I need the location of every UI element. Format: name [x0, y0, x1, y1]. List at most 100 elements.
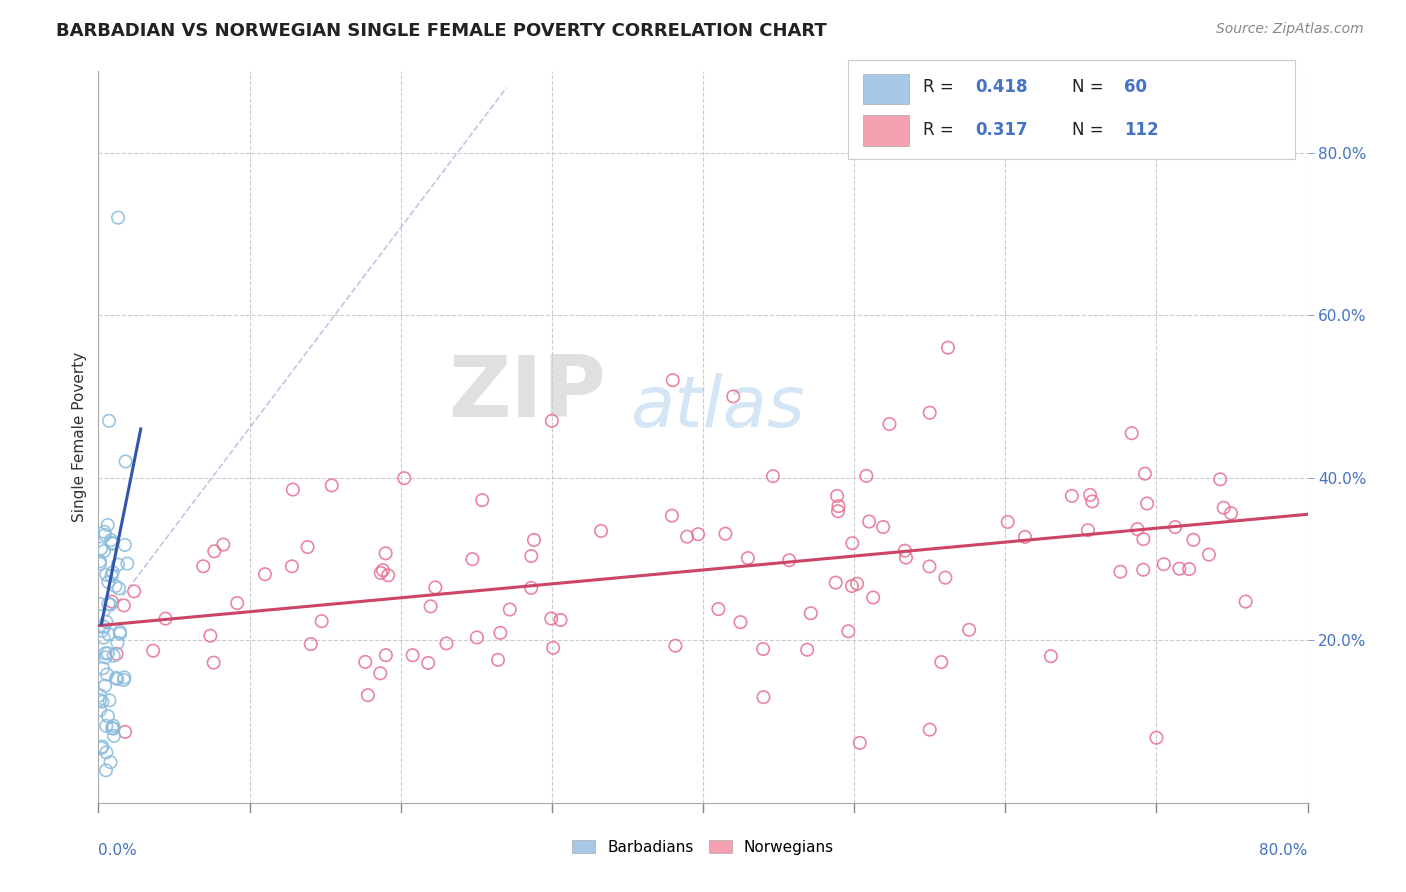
- Point: [108, 582, 131, 596]
- Point: [1164, 520, 1187, 534]
- Point: [894, 543, 917, 558]
- Point: [541, 640, 564, 655]
- Point: [281, 483, 304, 497]
- Point: [401, 648, 423, 663]
- Text: 112: 112: [1123, 121, 1159, 139]
- Point: [103, 719, 125, 733]
- Point: [486, 653, 509, 667]
- Point: [107, 558, 129, 572]
- Point: [662, 373, 685, 387]
- Point: [370, 566, 392, 580]
- Bar: [863, 73, 908, 104]
- Point: [520, 549, 543, 563]
- Text: N =: N =: [1071, 78, 1109, 96]
- Point: [91, 695, 114, 709]
- Point: [934, 571, 956, 585]
- Point: [1209, 472, 1232, 486]
- Point: [97, 575, 120, 590]
- Point: [100, 533, 122, 548]
- Point: [368, 666, 391, 681]
- Point: [499, 602, 522, 616]
- Point: [93, 631, 115, 645]
- Point: [89, 693, 111, 707]
- Point: [1234, 594, 1257, 608]
- Point: [103, 648, 125, 663]
- Point: [117, 557, 139, 571]
- Point: [730, 615, 752, 629]
- Point: [723, 389, 745, 403]
- Point: [1136, 496, 1159, 510]
- Point: [100, 569, 122, 583]
- Point: [918, 559, 941, 574]
- Legend: Barbadians, Norwegians: Barbadians, Norwegians: [565, 834, 841, 861]
- Point: [97, 709, 120, 723]
- Point: [1081, 494, 1104, 508]
- Point: [1168, 562, 1191, 576]
- Point: [827, 504, 849, 518]
- Point: [103, 729, 125, 743]
- Point: [661, 508, 683, 523]
- Point: [101, 566, 124, 580]
- Point: [93, 544, 115, 558]
- Text: 0.0%: 0.0%: [98, 843, 138, 858]
- Point: [96, 615, 118, 629]
- Point: [94, 650, 117, 665]
- Bar: [863, 115, 908, 146]
- Point: [707, 602, 730, 616]
- Point: [100, 755, 122, 769]
- Point: [1182, 533, 1205, 547]
- Point: [122, 584, 145, 599]
- Point: [97, 518, 120, 533]
- Point: [858, 515, 880, 529]
- Point: [94, 764, 117, 778]
- Point: [1133, 467, 1156, 481]
- Point: [465, 631, 488, 645]
- Point: [855, 468, 877, 483]
- Point: [100, 598, 122, 612]
- Point: [112, 670, 135, 684]
- Point: [862, 591, 884, 605]
- Text: N =: N =: [1071, 121, 1109, 139]
- Point: [523, 533, 546, 547]
- Point: [714, 526, 737, 541]
- Point: [1109, 565, 1132, 579]
- Point: [664, 639, 686, 653]
- Point: [471, 493, 494, 508]
- Text: Source: ZipAtlas.com: Source: ZipAtlas.com: [1216, 22, 1364, 37]
- Point: [108, 624, 131, 639]
- Point: [97, 597, 120, 611]
- Point: [226, 596, 249, 610]
- Point: [425, 581, 447, 595]
- Point: [392, 471, 415, 485]
- Point: [93, 620, 115, 634]
- Point: [101, 594, 124, 608]
- Point: [114, 454, 136, 468]
- Text: 0.418: 0.418: [976, 78, 1028, 96]
- Point: [101, 536, 124, 550]
- Point: [94, 679, 117, 693]
- Point: [114, 724, 136, 739]
- Point: [872, 520, 894, 534]
- Point: [107, 636, 129, 650]
- Text: atlas: atlas: [630, 374, 806, 442]
- Point: [1212, 500, 1234, 515]
- Point: [96, 567, 118, 582]
- Point: [89, 557, 111, 571]
- Point: [1144, 731, 1167, 745]
- Y-axis label: Single Female Poverty: Single Female Poverty: [72, 352, 87, 522]
- Point: [94, 528, 117, 542]
- Point: [841, 579, 863, 593]
- Point: [796, 642, 818, 657]
- Point: [894, 550, 917, 565]
- Point: [281, 559, 304, 574]
- FancyBboxPatch shape: [848, 61, 1295, 159]
- Point: [114, 538, 136, 552]
- Point: [202, 656, 225, 670]
- Point: [936, 341, 959, 355]
- Point: [107, 211, 129, 225]
- Point: [1078, 488, 1101, 502]
- Point: [112, 599, 135, 613]
- Point: [371, 563, 394, 577]
- Point: [837, 624, 859, 639]
- Point: [778, 553, 800, 567]
